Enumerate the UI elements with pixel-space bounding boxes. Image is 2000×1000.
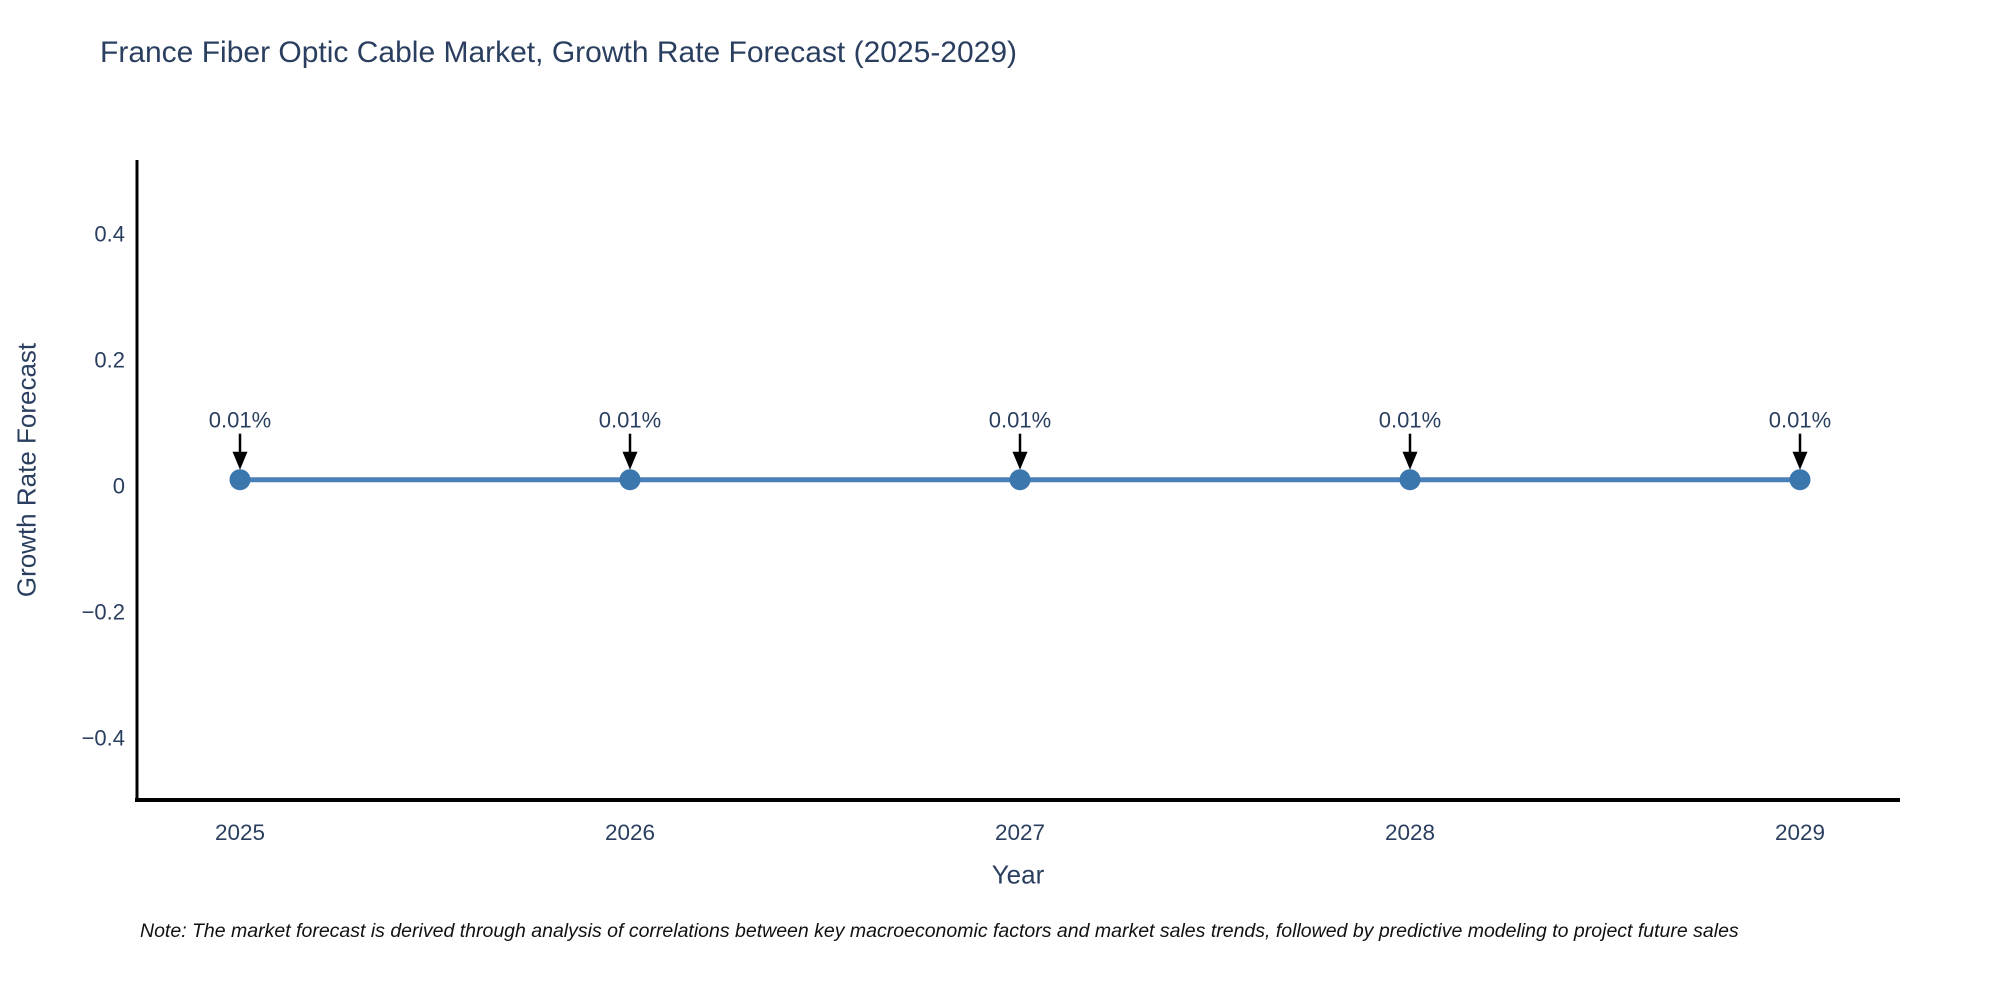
annotation-arrowhead bbox=[232, 451, 248, 470]
x-tick-label: 2028 bbox=[1385, 820, 1435, 845]
data-point[interactable] bbox=[1789, 469, 1811, 491]
annotation-arrowhead bbox=[1012, 451, 1028, 470]
annotation-arrowhead bbox=[1792, 451, 1808, 470]
x-axis-title: Year bbox=[991, 859, 1045, 890]
annotation-arrowhead bbox=[1402, 451, 1418, 470]
annotation-arrowhead bbox=[622, 451, 638, 470]
annotation-label: 0.01% bbox=[209, 408, 271, 433]
chart-note: Note: The market forecast is derived thr… bbox=[140, 920, 1739, 942]
data-point[interactable] bbox=[1009, 469, 1031, 491]
x-tick-label: 2029 bbox=[1775, 820, 1825, 845]
annotation-label: 0.01% bbox=[599, 408, 661, 433]
y-tick-label: −0.4 bbox=[82, 726, 125, 751]
data-point[interactable] bbox=[619, 469, 641, 491]
x-tick-label: 2025 bbox=[215, 820, 265, 845]
data-point[interactable] bbox=[1399, 469, 1421, 491]
annotation-label: 0.01% bbox=[989, 408, 1051, 433]
x-tick-label: 2027 bbox=[995, 820, 1045, 845]
y-tick-label: −0.2 bbox=[82, 600, 125, 625]
y-tick-label: 0.2 bbox=[94, 348, 125, 373]
annotation-label: 0.01% bbox=[1769, 408, 1831, 433]
y-tick-label: 0.4 bbox=[94, 222, 125, 247]
data-point[interactable] bbox=[229, 469, 251, 491]
annotation-label: 0.01% bbox=[1379, 408, 1441, 433]
x-tick-label: 2026 bbox=[605, 820, 655, 845]
chart-title: France Fiber Optic Cable Market, Growth … bbox=[100, 36, 1018, 69]
y-tick-label: 0 bbox=[113, 474, 125, 499]
